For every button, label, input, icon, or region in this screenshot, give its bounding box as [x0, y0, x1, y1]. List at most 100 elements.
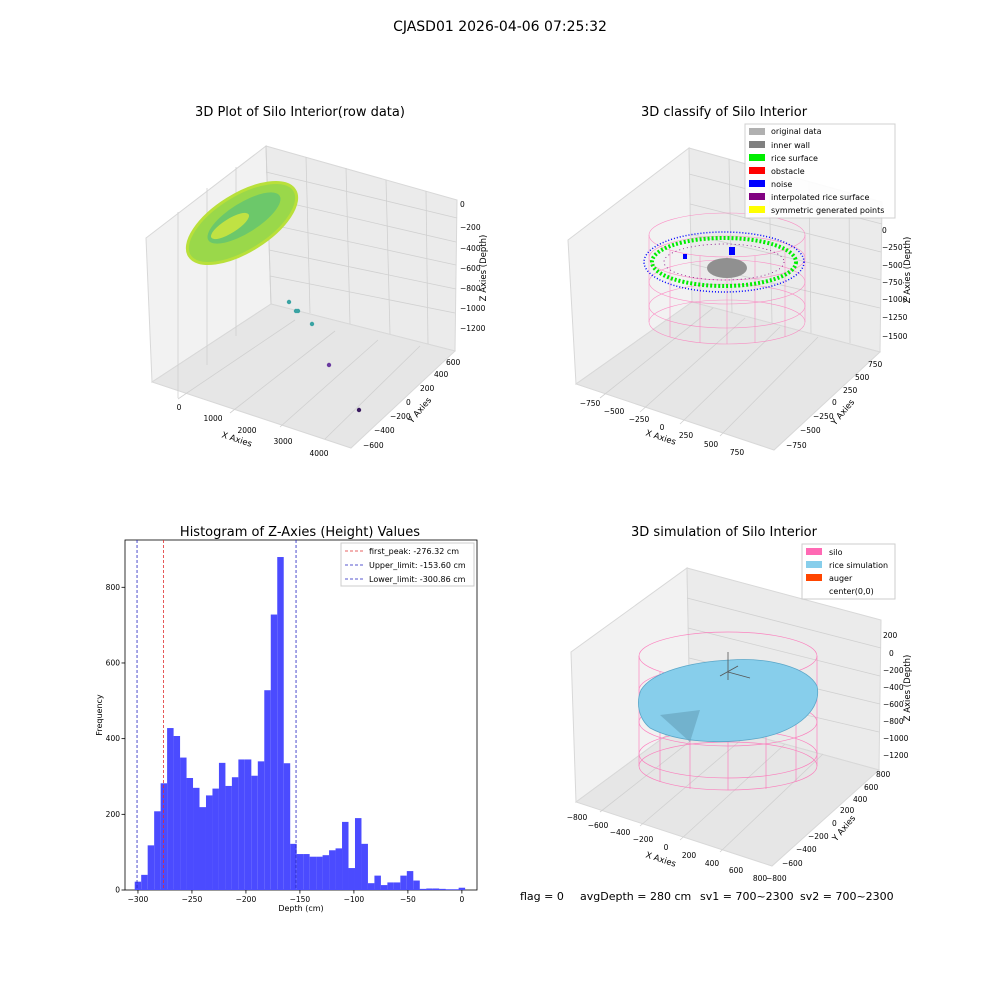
classify-x-tick: −500	[604, 407, 625, 416]
hist-bar	[154, 811, 161, 890]
hist-bar	[244, 759, 252, 890]
hist-bar	[329, 850, 336, 890]
legend-label-rice-surface: rice surface	[771, 154, 818, 163]
hist-bar	[335, 848, 343, 890]
classify-noise-ring	[643, 231, 805, 293]
hist-y-tick-label: 0	[115, 886, 120, 895]
sim-z-tick: −200	[883, 666, 904, 675]
panel-raw-3d: 3D Plot of Silo Interior(row data)	[145, 105, 489, 458]
sim-x-tick: −200	[633, 835, 654, 844]
legend-label-rice-sim: rice simulation	[829, 561, 888, 570]
raw-pane-floor	[150, 303, 457, 449]
classify-x-tick: 750	[730, 448, 745, 457]
sim-y-tick: −800	[766, 874, 787, 883]
hist-bar	[400, 875, 407, 890]
sim-y-tick: −200	[808, 832, 829, 841]
legend-label-interpolated: interpolated rice surface	[771, 193, 869, 202]
classify-noise-cluster	[683, 254, 687, 259]
classify-rice-surface	[650, 236, 798, 288]
hist-bar	[277, 557, 284, 890]
sim-x-tick: 400	[705, 859, 720, 868]
raw-x-tick: 1000	[203, 414, 222, 423]
hist-x-tick-label: −300	[128, 895, 149, 904]
sim-x-tick: −600	[588, 821, 609, 830]
hist-bar	[199, 807, 206, 890]
hist-bar	[309, 856, 317, 890]
raw-z-tick: 0	[460, 200, 465, 209]
hist-bar	[380, 885, 388, 890]
classify-z-tick: −250	[882, 243, 903, 252]
hist-bar	[296, 854, 304, 890]
sim-x-tick: 200	[682, 851, 697, 860]
classify-y-tick: 750	[868, 360, 883, 369]
sim-x-tick: 800	[753, 874, 768, 883]
raw-y-tick: 0	[406, 398, 411, 407]
classify-noise-cluster	[729, 247, 735, 255]
raw-z-tick: −400	[460, 244, 481, 253]
sim-x-tick: −400	[610, 828, 631, 837]
sim-pane-floor	[574, 717, 881, 867]
raw-y-tick: 200	[420, 384, 435, 393]
hist-bar	[231, 777, 239, 890]
legend-swatch-inner-wall	[749, 141, 765, 148]
raw-outlier-point	[295, 308, 301, 314]
legend-label-noise: noise	[771, 180, 792, 189]
classify-x-tick: 0	[660, 423, 665, 432]
sim-y-tick: 600	[864, 783, 879, 792]
classify-z-tick: −1250	[882, 313, 908, 322]
legend-label-inner-wall: inner wall	[771, 141, 810, 150]
raw-y-tick: 600	[446, 358, 461, 367]
classify-x-tick: 500	[704, 440, 719, 449]
raw-y-tick: −200	[390, 412, 411, 421]
sim-y-tick: 0	[832, 819, 837, 828]
raw-outlier-point	[356, 407, 362, 413]
figure-title: CJASD01 2026-04-06 07:25:32	[393, 19, 607, 35]
hist-bar	[225, 785, 232, 890]
sim-z-tick: −800	[883, 717, 904, 726]
hist-bar	[283, 763, 291, 890]
sim-z-tick: −400	[883, 683, 904, 692]
sim-z-axis-label: Z Axies (Depth)	[903, 655, 913, 722]
hist-y-tick-label: 200	[106, 810, 121, 819]
hist-bar	[186, 778, 194, 890]
legend-swatch-interpolated	[749, 193, 765, 200]
sim-auger	[719, 652, 751, 680]
classify-z-tick: −1000	[882, 295, 908, 304]
sim-legend: silo rice simulation auger center(0,0)	[801, 543, 896, 600]
hist-bar	[387, 882, 394, 890]
hist-bar	[205, 795, 213, 890]
classify-y-tick: 500	[855, 373, 870, 382]
raw-y-tick: −600	[363, 441, 384, 450]
footer-avg-depth: avgDepth = 280 cm	[580, 890, 691, 903]
hist-bar	[406, 871, 414, 890]
classify-z-axis-label: Z Axies (Depth)	[903, 237, 913, 304]
raw-z-axis-label: Z Axies (Depth)	[479, 235, 489, 302]
raw-surface-highlight	[210, 212, 250, 240]
hist-y-tick-label: 400	[106, 734, 121, 743]
hist-x-tick-label: −150	[290, 895, 311, 904]
hist-y-axis-label: Frequency	[95, 694, 104, 736]
classify-legend: original data inner wall rice surface ob…	[744, 123, 896, 219]
sim-z-tick: 200	[883, 631, 898, 640]
sim-y-tick: 400	[853, 795, 868, 804]
legend-lower-limit: Lower_limit: -300.86 cm	[369, 575, 466, 584]
hist-bar	[134, 881, 142, 890]
panel-classify-3d: 3D classify of Silo Interior	[567, 105, 913, 457]
footer-sv2: sv2 = 700~2300	[800, 890, 894, 903]
hist-x-ticks: −300 −250 −200 −150 −100 −50 0	[128, 890, 464, 904]
hist-x-tick-label: −100	[344, 895, 365, 904]
classify-y-tick: −250	[813, 412, 834, 421]
hist-bar	[426, 888, 433, 890]
raw-z-tick: −1000	[460, 304, 486, 313]
sim-y-tick: −400	[796, 845, 817, 854]
raw-z-tick: −800	[460, 284, 481, 293]
legend-swatch-silo	[806, 548, 822, 555]
hist-bar	[361, 843, 368, 890]
hist-bar	[303, 854, 310, 890]
hist-bar	[180, 757, 187, 890]
hist-bar	[141, 874, 148, 890]
footer-sv1: sv1 = 700~2300	[700, 890, 794, 903]
legend-swatch-rice-sim	[806, 561, 822, 568]
hist-bar	[393, 882, 401, 890]
sim-x-tick: 600	[729, 866, 744, 875]
